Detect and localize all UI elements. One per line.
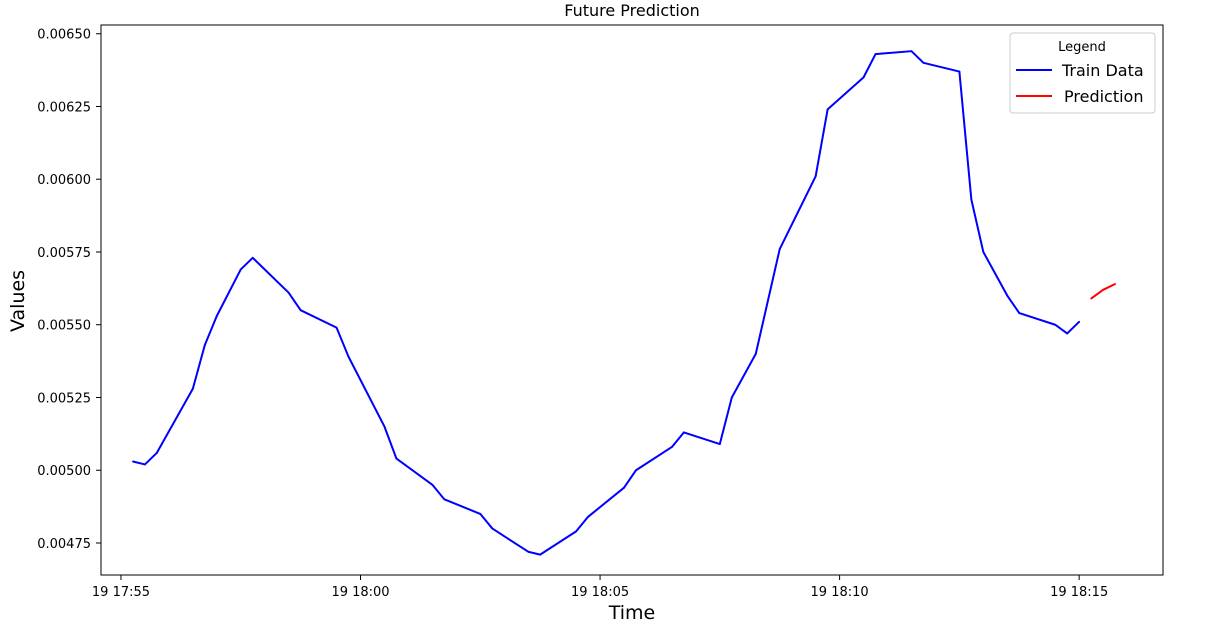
legend: Legend Train Data Prediction (1009, 32, 1156, 114)
data-point-train-data (778, 248, 781, 250)
data-point-train-data (144, 463, 146, 466)
data-point-train-data (683, 431, 685, 434)
data-point-train-data (527, 550, 530, 553)
x-tick-label: 19 18:15 (1050, 585, 1108, 600)
data-point-train-data (970, 198, 973, 201)
x-tick-label: 19 18:00 (331, 585, 389, 600)
series-line-train-data (132, 50, 1080, 556)
data-point-train-data (862, 76, 865, 79)
data-point-train-data (1066, 332, 1069, 335)
data-point-train-data (874, 53, 877, 55)
data-point-train-data (479, 512, 482, 515)
data-point-train-data (922, 61, 925, 64)
data-point-train-data (754, 352, 757, 355)
data-point-train-data (635, 469, 637, 472)
y-tick-label: 0.00575 (37, 246, 91, 261)
data-point-train-data (443, 498, 446, 501)
x-axis-label: Time (608, 602, 656, 624)
y-axis: 0.00475 0.00500 0.00525 0.00550 0.00575 0.006… (37, 28, 101, 552)
y-tick-label: 0.00500 (37, 464, 91, 479)
data-point-train-data (191, 387, 194, 390)
data-point-train-data (431, 483, 434, 486)
data-point-train-data (251, 256, 254, 259)
chart-title: Future Prediction (564, 1, 700, 20)
data-point-train-data (587, 515, 589, 518)
y-tick-label: 0.00475 (37, 537, 91, 552)
legend-title: Legend (1058, 40, 1106, 55)
plot-area (100, 24, 1164, 576)
y-tick-label: 0.00600 (37, 173, 91, 188)
data-point-train-data (155, 451, 158, 454)
y-tick-label: 0.00650 (37, 28, 91, 43)
data-point-train-data (539, 553, 542, 556)
legend-box (1009, 32, 1156, 114)
data-point-prediction (1114, 283, 1116, 285)
series-layer (132, 50, 1116, 556)
data-point-train-data (730, 396, 733, 399)
data-point-train-data (395, 457, 398, 460)
data-point-train-data (287, 291, 290, 294)
y-tick-label: 0.00550 (37, 319, 91, 334)
data-point-train-data (132, 460, 134, 463)
data-point-train-data (299, 309, 302, 312)
plot-frame (100, 24, 1164, 576)
x-tick-label: 19 18:05 (571, 585, 629, 600)
data-point-train-data (575, 530, 578, 533)
x-axis: 19 17:55 19 18:00 19 18:05 19 18:10 19 18:15 (92, 575, 1108, 600)
data-point-train-data (910, 50, 913, 53)
data-point-train-data (347, 355, 350, 358)
x-tick-label: 19 18:10 (811, 585, 869, 600)
plot-background (101, 25, 1163, 575)
data-point-prediction (1090, 297, 1093, 300)
data-point-train-data (1054, 323, 1057, 326)
data-point-train-data (958, 70, 961, 73)
data-point-train-data (623, 486, 625, 489)
data-point-prediction (1102, 288, 1105, 291)
data-point-train-data (335, 326, 338, 329)
legend-label-prediction: Prediction (1064, 87, 1143, 106)
y-tick-label: 0.00525 (37, 391, 91, 406)
data-point-train-data (1006, 294, 1009, 297)
data-point-train-data (383, 425, 386, 428)
data-point-train-data (826, 108, 829, 111)
y-axis-label: Values (7, 270, 29, 332)
y-tick-label: 0.00625 (37, 100, 91, 115)
data-point-train-data (982, 251, 985, 253)
data-point-train-data (814, 175, 817, 178)
data-point-train-data (239, 268, 242, 271)
data-point-train-data (215, 315, 218, 317)
data-point-train-data (1078, 320, 1081, 323)
legend-label-train-data: Train Data (1061, 61, 1144, 80)
x-tick-label: 19 17:55 (92, 585, 150, 600)
data-point-train-data (203, 344, 206, 347)
data-point-train-data (1018, 312, 1021, 314)
data-point-train-data (718, 443, 721, 445)
data-point-train-data (671, 446, 673, 448)
data-point-train-data (491, 527, 494, 530)
